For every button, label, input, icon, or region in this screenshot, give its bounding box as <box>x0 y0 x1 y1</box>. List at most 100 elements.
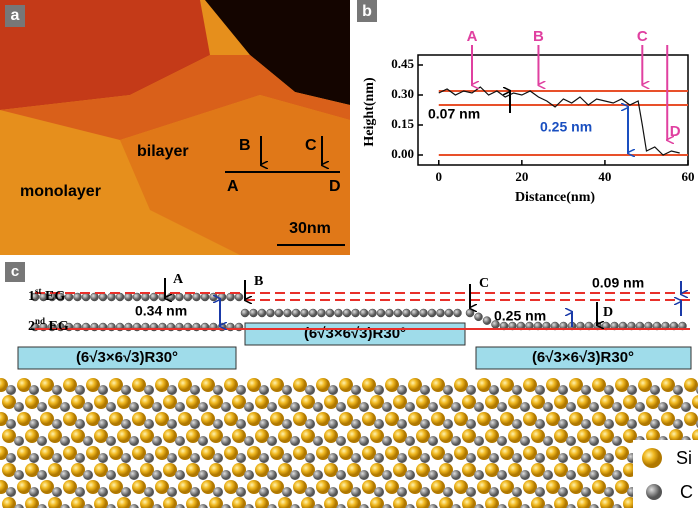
si-atom <box>25 429 39 443</box>
carbon-atom <box>267 309 275 317</box>
si-atom <box>393 463 407 477</box>
si-atom <box>339 480 353 494</box>
region-label: monolayer <box>20 183 101 200</box>
layer-label: 1st EG <box>28 286 65 304</box>
si-atom <box>546 446 560 460</box>
c-atom <box>6 419 16 429</box>
carbon-atom <box>250 309 258 317</box>
si-atom <box>94 463 108 477</box>
c-atom <box>144 419 154 429</box>
si-atom <box>370 429 384 443</box>
c-atom <box>14 470 24 480</box>
c-atom <box>474 402 484 412</box>
si-atom <box>301 463 315 477</box>
c-atom <box>535 487 545 497</box>
si-atom <box>362 446 376 460</box>
c-atom <box>604 385 614 395</box>
si-atom <box>94 429 108 443</box>
c-atom <box>497 402 507 412</box>
si-atom <box>178 480 192 494</box>
c-atom <box>428 402 438 412</box>
c-atom <box>466 385 476 395</box>
si-atom <box>454 446 468 460</box>
c-atom <box>589 470 599 480</box>
c-atom <box>627 419 637 429</box>
si-atom <box>209 429 223 443</box>
si-atom <box>94 395 108 409</box>
c-atom <box>420 487 430 497</box>
c-atom <box>121 419 131 429</box>
carbon-atom <box>116 293 124 301</box>
c-atom <box>60 402 70 412</box>
si-atom <box>132 480 146 494</box>
carbon-atom <box>227 293 235 301</box>
carbon-atom <box>309 309 317 317</box>
si-atom <box>86 446 100 460</box>
c-atom <box>374 487 384 497</box>
c-atom <box>167 453 177 463</box>
si-atom <box>132 378 146 392</box>
carbon-atom <box>411 309 419 317</box>
c-atom <box>175 470 185 480</box>
c-atom <box>259 487 269 497</box>
carbon-atom <box>377 309 385 317</box>
c-atom <box>512 453 522 463</box>
c-atom <box>213 487 223 497</box>
si-atom <box>462 395 476 409</box>
si-atom <box>278 497 292 508</box>
si-atom <box>485 497 499 508</box>
si-atom <box>63 446 77 460</box>
si-atom <box>531 395 545 409</box>
c-atom <box>428 436 438 446</box>
si-atom <box>661 412 675 426</box>
y-tick-label: 0.15 <box>391 116 414 131</box>
si-atom <box>324 395 338 409</box>
c-atom <box>558 419 568 429</box>
si-atom <box>316 412 330 426</box>
c-atom <box>443 453 453 463</box>
c-atom <box>175 402 185 412</box>
c-atom <box>627 385 637 395</box>
si-atom <box>324 497 338 508</box>
c-atom <box>259 453 269 463</box>
si-atom <box>132 412 146 426</box>
c-atom <box>52 453 62 463</box>
si-atom <box>2 497 16 508</box>
si-atom <box>569 446 583 460</box>
c-atom <box>612 436 622 446</box>
c-atom <box>305 487 315 497</box>
carbon-atom <box>343 309 351 317</box>
si-atom <box>600 497 614 508</box>
si-atom <box>485 463 499 477</box>
c-atom <box>681 402 691 412</box>
si-atom <box>546 412 560 426</box>
carbon-atom <box>235 293 243 301</box>
c-atom <box>612 402 622 412</box>
c-atom <box>29 385 39 395</box>
c-atom <box>420 453 430 463</box>
c-atom <box>635 402 645 412</box>
c-atom <box>673 385 683 395</box>
si-atom <box>339 412 353 426</box>
c-atom <box>566 470 576 480</box>
si-atom <box>301 429 315 443</box>
si-atom <box>416 395 430 409</box>
si-atom <box>247 480 261 494</box>
si-atom <box>247 378 261 392</box>
si-atom <box>508 429 522 443</box>
si-atom <box>462 497 476 508</box>
c-atom <box>512 385 522 395</box>
c-atom <box>83 470 93 480</box>
si-atom <box>623 395 637 409</box>
carbon-atom <box>466 309 474 317</box>
si-atom <box>140 395 154 409</box>
si-atom <box>393 395 407 409</box>
c-atom <box>305 385 315 395</box>
si-atom <box>393 429 407 443</box>
si-atom <box>132 446 146 460</box>
c-atom <box>267 402 277 412</box>
si-atom <box>439 395 453 409</box>
x-axis-label: Distance(nm) <box>515 190 595 205</box>
c-atom <box>121 385 131 395</box>
si-atom <box>485 395 499 409</box>
